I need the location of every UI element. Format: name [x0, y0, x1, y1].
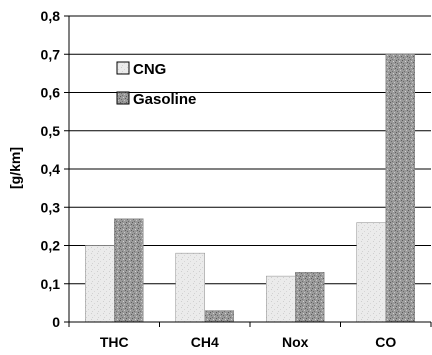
- bar-gasoline-co: [385, 54, 415, 323]
- bar-cng-thc: [85, 245, 115, 323]
- y-axis-label: [g/km]: [7, 147, 23, 189]
- legend-label-gasoline: Gasoline: [133, 91, 196, 108]
- y-tick-label: 0,1: [41, 276, 61, 292]
- bar-gasoline-thc: [114, 218, 144, 323]
- bars: [85, 54, 415, 323]
- y-tick-label: 0,7: [41, 46, 61, 62]
- y-tick-label: 0,4: [41, 161, 61, 177]
- bar-cng-ch4: [175, 252, 205, 323]
- bar-gasoline-nox: [295, 272, 325, 323]
- y-ticks: 0 0,1 0,2 0,3 0,4 0,5 0,6 0,7 0,8: [41, 8, 69, 330]
- y-tick-label: 0,5: [41, 123, 61, 139]
- x-category-label: THC: [100, 334, 129, 350]
- y-tick-label: 0,8: [41, 8, 61, 24]
- y-tick-label: 0: [52, 314, 60, 330]
- x-categories: THC CH4 Nox CO: [100, 334, 397, 350]
- x-category-label: Nox: [282, 334, 309, 350]
- y-tick-label: 0,2: [41, 238, 61, 254]
- legend: CNG Gasoline: [116, 61, 196, 108]
- legend-swatch-cng: [116, 61, 130, 75]
- axes: [68, 16, 432, 327]
- x-category-label: CH4: [191, 334, 219, 350]
- bar-cng-nox: [266, 275, 296, 323]
- x-category-label: CO: [375, 334, 396, 350]
- bar-cng-co: [356, 222, 386, 323]
- bar-gasoline-ch4: [204, 310, 234, 323]
- y-tick-label: 0,6: [41, 85, 61, 101]
- legend-swatch-gasoline: [116, 91, 130, 105]
- y-tick-label: 0,3: [41, 199, 61, 215]
- legend-label-cng: CNG: [133, 61, 166, 78]
